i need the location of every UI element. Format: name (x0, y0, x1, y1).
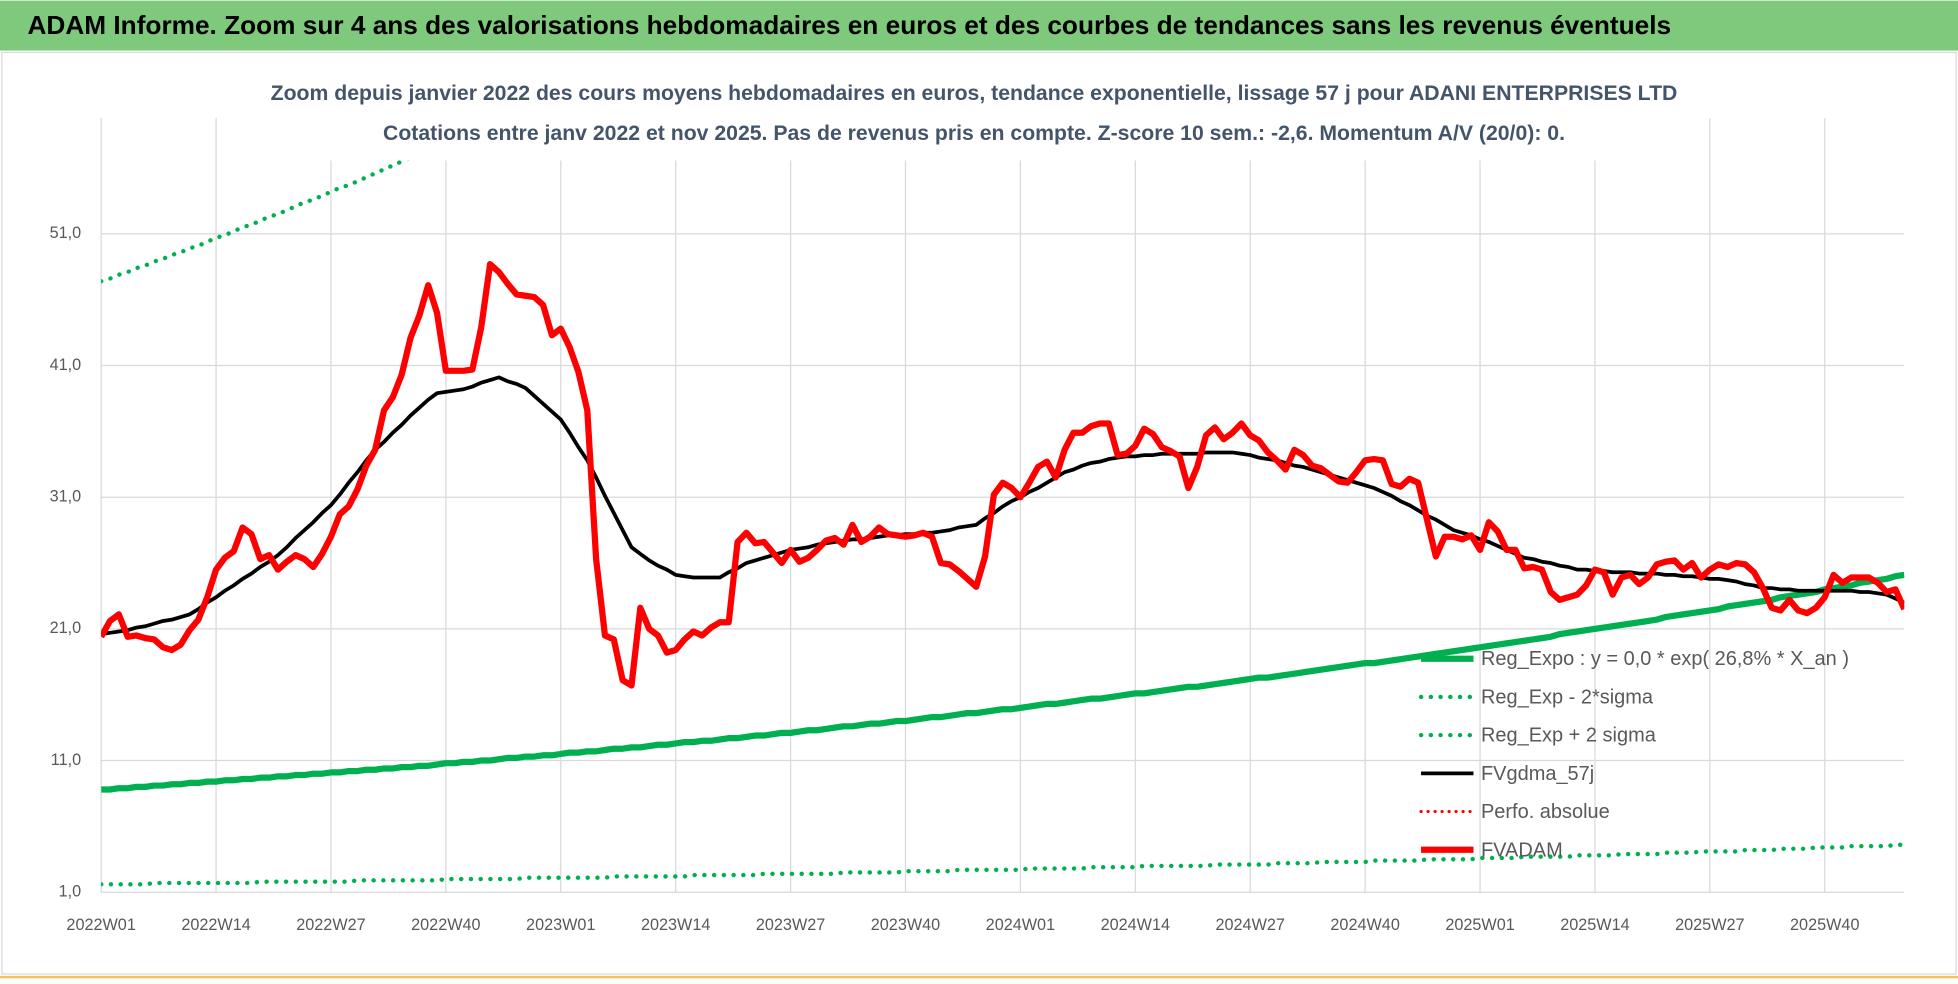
title-box (249, 70, 1699, 161)
y-tick-label: 51,0 (50, 224, 82, 242)
legend-label: Reg_Exp + 2 sigma (1481, 725, 1657, 747)
legend-label: FVADAM (1481, 839, 1563, 861)
y-tick-label: 31,0 (50, 487, 82, 505)
plot-area (101, 118, 1905, 887)
series-line (101, 261, 1905, 689)
x-tick-label: 2025W40 (1790, 916, 1859, 934)
y-tick-label: 41,0 (50, 356, 82, 374)
x-tick-label: 2024W14 (1101, 916, 1170, 934)
x-tick-label: 2024W40 (1330, 916, 1399, 934)
x-tick-label: 2023W27 (756, 916, 825, 934)
y-tick-label: 21,0 (50, 619, 82, 637)
chart-subtitle: Cotations entre janv 2022 et nov 2025. P… (383, 122, 1565, 145)
legend-label: Perfo. absolue (1481, 801, 1610, 823)
x-tick-label: 2023W01 (526, 916, 595, 934)
x-tick-label: 2022W01 (66, 916, 135, 934)
series-line (101, 842, 1905, 887)
header-title: ADAM Informe. Zoom sur 4 ans des valoris… (27, 10, 1671, 40)
x-tick-label: 2023W40 (871, 916, 940, 934)
legend-label: Reg_Expo : y = 0,0 * exp( 26,8% * X_an ) (1481, 648, 1849, 670)
axes: 1,0 11,0 21,0 31,0 41,0 51,0 2022W01 2022W14 202… (50, 224, 1860, 934)
y-tick-label: 11,0 (51, 751, 81, 769)
series-line (101, 571, 1905, 793)
legend: Reg_Expo : y = 0,0 * exp( 26,8% * X_an )… (1418, 648, 1849, 861)
chart-frame (1, 51, 1957, 975)
legend-label: Reg_Exp - 2*sigma (1481, 686, 1654, 708)
x-tick-label: 2025W01 (1445, 916, 1514, 934)
legend-label: FVgdma_57j (1481, 763, 1594, 785)
header-banner (0, 0, 1958, 51)
y-tick-label: 1,0 (59, 882, 82, 900)
x-tick-label: 2022W14 (181, 916, 250, 934)
x-tick-label: 2024W01 (986, 916, 1055, 934)
x-tick-label: 2024W27 (1215, 916, 1284, 934)
x-tick-label: 2022W40 (411, 916, 480, 934)
x-tick-label: 2025W14 (1560, 916, 1629, 934)
x-tick-label: 2022W27 (296, 916, 365, 934)
chart-title: Zoom depuis janvier 2022 des cours moyen… (271, 82, 1678, 105)
x-tick-label: 2025W27 (1675, 916, 1744, 934)
x-tick-label: 2023W14 (641, 916, 710, 934)
